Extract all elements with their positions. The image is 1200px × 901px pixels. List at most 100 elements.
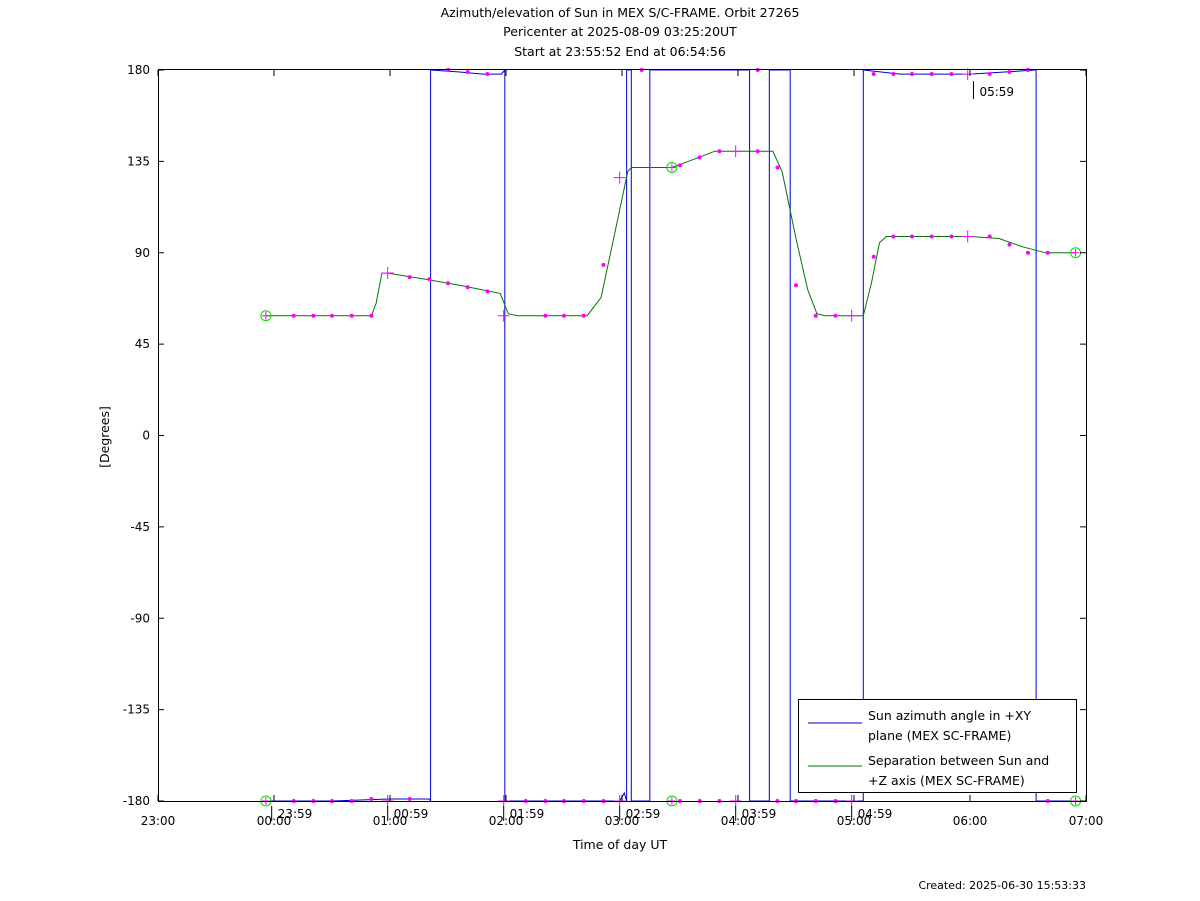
marker-circle-cross-1 (667, 163, 676, 172)
marker-circle-1 (666, 161, 678, 173)
marker-dot-9 (485, 289, 490, 294)
marker-cross-5 (961, 230, 974, 243)
annotation-label-6: 05:59 (979, 85, 1014, 99)
marker-cross-4 (845, 309, 858, 322)
created-timestamp: Created: 2025-06-30 15:53:33 (918, 879, 1086, 892)
marker-dot-8 (465, 285, 470, 290)
legend-label-azimuth-1: Sun azimuth angle in +XY (868, 708, 1031, 723)
marker-dot-38 (465, 70, 470, 75)
marker-dot-22 (871, 254, 876, 259)
marker-dot-28 (1007, 242, 1012, 247)
marker-cross-0 (381, 267, 394, 280)
y-tick-label-2: 90 (135, 246, 150, 260)
marker-dot-57 (929, 72, 934, 77)
annotation-label-5: 04:59 (858, 807, 893, 821)
marker-cross-3 (729, 145, 742, 158)
y-tick-label-1: 135 (127, 154, 150, 168)
annotation-label-3: 02:59 (626, 807, 661, 821)
marker-circle-0 (260, 310, 272, 322)
chart-title-line-1: Azimuth/elevation of Sun in MEX S/C-FRAM… (441, 5, 800, 20)
marker-dot-30 (1045, 250, 1050, 255)
x-tick-label-0: 23:00 (141, 814, 176, 828)
x-tick-label-5: 04:00 (721, 814, 756, 828)
marker-dot-21 (833, 313, 838, 318)
marker-dot-39 (485, 72, 490, 77)
marker-dot-3 (349, 313, 354, 318)
x-tick-label-2: 01:00 (373, 814, 408, 828)
y-tick-label-0: 180 (127, 63, 150, 77)
marker-dot-58 (949, 72, 954, 77)
marker-dot-18 (775, 165, 780, 170)
y-tick-label-3: 45 (135, 337, 150, 351)
marker-dot-60 (1007, 70, 1012, 75)
marker-cross-1 (497, 309, 510, 322)
marker-dot-54 (871, 72, 876, 77)
x-tick-label-4: 03:00 (605, 814, 640, 828)
marker-dot-0 (291, 313, 296, 318)
legend-label-separation-2: +Z axis (MEX SC-FRAME) (868, 773, 1025, 788)
marker-circle-cross-0 (261, 311, 270, 320)
chart-title-line-2: Pericenter at 2025-08-09 03:25:20UT (503, 24, 737, 39)
legend: Sun azimuth angle in +XY plane (MEX SC-F… (798, 699, 1077, 793)
marker-dot-13 (601, 262, 606, 267)
marker-dot-36 (407, 796, 412, 801)
legend-box (798, 699, 1077, 793)
marker-dot-14 (678, 163, 682, 168)
x-tick-label-6: 05:00 (837, 814, 872, 828)
y-tick-label-7: -135 (123, 703, 150, 717)
series-0-segment-2 (504, 791, 628, 802)
annotation-label-0: 23:59 (278, 807, 313, 821)
marker-dot-35 (369, 796, 374, 801)
marker-dot-55 (891, 72, 896, 77)
axes-ticks (157, 69, 1087, 802)
marker-circle-cross-2 (1071, 248, 1080, 257)
marker-dot-25 (929, 234, 934, 239)
marker-dot-27 (987, 234, 992, 239)
marker-dot-29 (1026, 250, 1030, 255)
marker-cross-2 (613, 171, 626, 184)
marker-dot-59 (987, 72, 992, 77)
marker-dot-24 (910, 234, 914, 239)
plot-content (260, 68, 1082, 807)
y-tick-label-6: -90 (130, 611, 150, 625)
marker-dot-12 (581, 313, 586, 318)
annotation-label-2: 01:59 (510, 807, 545, 821)
marker-dot-16 (717, 149, 722, 154)
annotation-label-1: 00:59 (394, 807, 429, 821)
x-tick-label-7: 06:00 (953, 814, 988, 828)
marker-dot-17 (755, 149, 760, 154)
marker-dot-26 (949, 234, 954, 239)
marker-dot-2 (330, 313, 334, 318)
marker-dot-20 (813, 313, 818, 318)
marker-dot-4 (369, 313, 374, 318)
chart-title-line-3: Start at 23:55:52 End at 06:54:56 (514, 44, 726, 59)
marker-cross-11 (961, 68, 974, 81)
x-tick-label-1: 00:00 (257, 814, 292, 828)
legend-label-separation-1: Separation between Sun and (868, 753, 1049, 768)
marker-dot-10 (543, 313, 548, 318)
y-tick-label-4: 0 (142, 429, 150, 443)
marker-dot-11 (562, 313, 566, 318)
y-tick-label-5: -45 (130, 520, 150, 534)
series-1-segment-0 (265, 150, 1076, 317)
marker-dot-56 (910, 72, 914, 77)
marker-dot-15 (697, 155, 702, 160)
plot-frame (158, 69, 1087, 802)
legend-label-azimuth-2: plane (MEX SC-FRAME) (868, 728, 1011, 743)
time-annotations: 23:59 00:59 01:59 02:59 03:59 04:59 05:59 (271, 81, 1014, 821)
x-tick-label-8: 07:00 (1069, 814, 1104, 828)
marker-dot-23 (891, 234, 896, 239)
series-0-segment-0 (265, 798, 432, 802)
x-axis-label: Time of day UT (572, 837, 668, 852)
y-tick-label-8: -180 (123, 794, 150, 808)
x-tick-label-3: 02:00 (489, 814, 524, 828)
marker-dot-5 (407, 275, 412, 280)
marker-dot-7 (446, 281, 450, 286)
marker-dot-1 (311, 313, 316, 318)
marker-dot-19 (794, 283, 798, 288)
y-axis-label: [Degrees] (97, 406, 112, 468)
marker-dot-6 (427, 277, 432, 282)
annotation-label-4: 03:59 (742, 807, 777, 821)
tick-labels: 23:00 00:00 01:00 02:00 03:00 04:00 05:00 06:00… (123, 63, 1104, 828)
